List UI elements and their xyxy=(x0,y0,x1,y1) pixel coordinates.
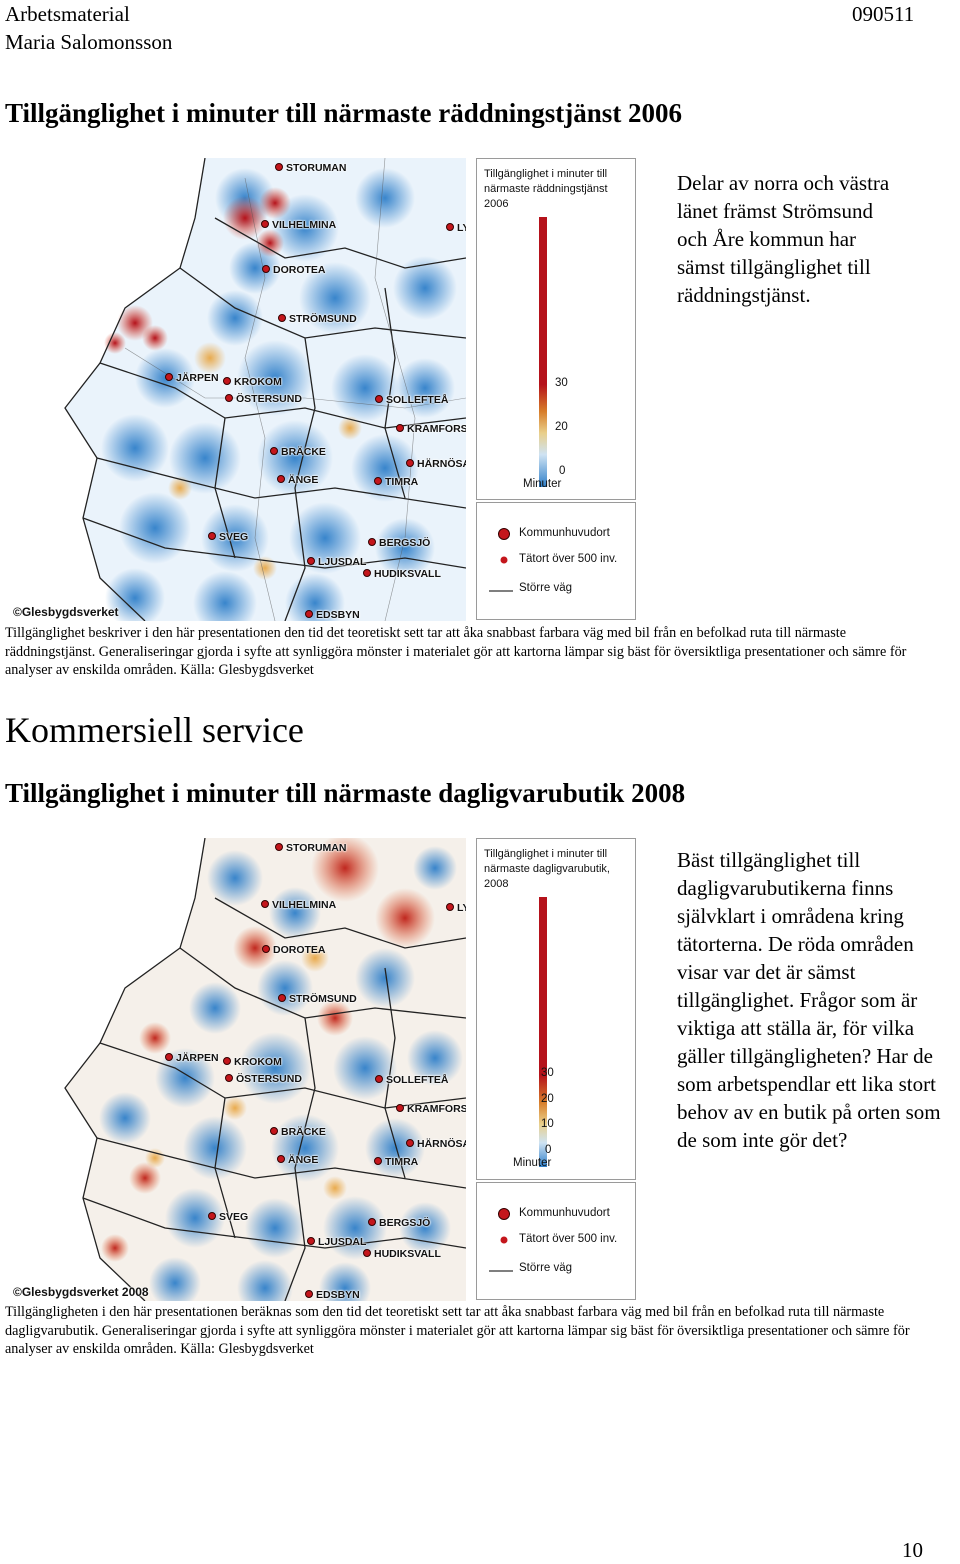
map-graphic xyxy=(5,838,466,1301)
place-jarpen: JÄRPEN xyxy=(165,372,219,384)
place-ljusdal: LJUSDAL xyxy=(307,556,366,568)
map-credit: ©Glesbygdsverket 2008 xyxy=(13,1285,149,1299)
place-bergsjo: BERGSJÖ xyxy=(368,537,430,549)
place-timra: TIMRA xyxy=(374,1156,418,1168)
tick-30: 30 xyxy=(555,377,568,389)
tick-20: 20 xyxy=(555,421,568,433)
kommunhuvudort-symbol xyxy=(498,528,510,540)
place-ly: LY xyxy=(446,222,466,234)
place-sveg: SVEG xyxy=(208,1211,248,1223)
place-edsbyn: EDSBYN xyxy=(305,609,360,621)
road-symbol xyxy=(489,590,513,592)
grocery-access-map: STORUMAN VILHELMINA LY DOROTEA STRÖMSUND… xyxy=(5,838,466,1301)
legend-tatort: Tätort över 500 inv. xyxy=(519,1233,618,1245)
scale-legend: Tillgänglighet i minuter till närmaste r… xyxy=(476,158,636,500)
place-hudiksvall: HUDIKSVALL xyxy=(363,568,441,580)
scale-legend: Tillgänglighet i minuter till närmaste d… xyxy=(476,838,636,1180)
page-number: 10 xyxy=(902,1538,923,1562)
place-ly: LY xyxy=(446,902,466,914)
place-ange: ÄNGE xyxy=(277,474,318,486)
color-scale-bar xyxy=(539,897,547,1167)
tick-10: 10 xyxy=(541,1118,554,1130)
tatort-symbol xyxy=(500,556,508,564)
tatort-symbol xyxy=(500,1236,508,1244)
place-kramfors: KRAMFORS xyxy=(396,1103,466,1115)
legend-vag: Större väg xyxy=(519,582,573,594)
header-label: Arbetsmaterial xyxy=(5,2,130,26)
place-stromsund: STRÖMSUND xyxy=(278,313,357,325)
map-graphic xyxy=(5,158,466,621)
place-stromsund: STRÖMSUND xyxy=(278,993,357,1005)
place-kramfors: KRAMFORS xyxy=(396,423,466,435)
place-jarpen: JÄRPEN xyxy=(165,1052,219,1064)
legend-title: Tillgänglighet i minuter till närmaste d… xyxy=(484,848,610,890)
section2-side-text: Bäst tillgänglighet till dagligvarubutik… xyxy=(677,848,941,1152)
place-bracke: BRÄCKE xyxy=(270,1126,326,1138)
place-sveg: SVEG xyxy=(208,531,248,543)
place-timra: TIMRA xyxy=(374,476,418,488)
legend-kommunhuvudort: Kommunhuvudort xyxy=(519,1207,610,1219)
place-bracke: BRÄCKE xyxy=(270,446,326,458)
place-harnosand: HÄRNÖSA xyxy=(406,458,466,470)
place-vilhelmina: VILHELMINA xyxy=(261,219,336,231)
section1-title: Tillgänglighet i minuter till närmaste r… xyxy=(5,98,683,128)
place-harnosand: HÄRNÖSA xyxy=(406,1138,466,1150)
legend-kommunhuvudort: Kommunhuvudort xyxy=(519,527,610,539)
legend-title: Tillgänglighet i minuter till närmaste r… xyxy=(484,168,608,210)
author-name: Maria Salomonsson xyxy=(5,30,173,54)
place-ostersund: ÖSTERSUND xyxy=(225,393,302,405)
section2-heading: Kommersiell service xyxy=(5,710,304,750)
orange-cells xyxy=(168,342,362,580)
document-date: 090511 xyxy=(852,2,915,26)
place-ange: ÄNGE xyxy=(277,1154,318,1166)
place-sollefte: SOLLEFTEÅ xyxy=(375,1074,448,1086)
section2-title: Tillgänglighet i minuter till närmaste d… xyxy=(5,778,686,808)
unit-label: Minuter xyxy=(523,478,562,490)
place-ljusdal: LJUSDAL xyxy=(307,1236,366,1248)
tick-0: 0 xyxy=(545,1144,552,1156)
unit-label: Minuter xyxy=(513,1157,552,1169)
place-krokom: KROKOM xyxy=(223,1056,282,1068)
place-sollefte: SOLLEFTEÅ xyxy=(375,394,448,406)
kommunhuvudort-symbol xyxy=(498,1208,510,1220)
place-storuman: STORUMAN xyxy=(275,162,346,174)
section1-side-text: Delar av norra och västra länet främst S… xyxy=(677,171,890,307)
place-hudiksvall: HUDIKSVALL xyxy=(363,1248,441,1260)
color-scale-bar xyxy=(539,217,547,487)
legend-tatort: Tätort över 500 inv. xyxy=(519,553,618,565)
map-credit: ©Glesbygdsverket xyxy=(13,605,119,619)
place-krokom: KROKOM xyxy=(223,376,282,388)
place-edsbyn: EDSBYN xyxy=(305,1289,360,1301)
place-dorotea: DOROTEA xyxy=(262,264,326,276)
place-vilhelmina: VILHELMINA xyxy=(261,899,336,911)
symbol-legend: Kommunhuvudort Tätort över 500 inv. Stör… xyxy=(476,1182,636,1300)
tick-0: 0 xyxy=(559,465,566,477)
section1-caption: Tillgänglighet beskriver i den här prese… xyxy=(5,625,907,678)
rescue-access-map: STORUMAN VILHELMINA LY DOROTEA STRÖMSUND… xyxy=(5,158,466,621)
place-bergsjo: BERGSJÖ xyxy=(368,1217,430,1229)
road-symbol xyxy=(489,1270,513,1272)
tick-20: 20 xyxy=(541,1093,554,1105)
place-ostersund: ÖSTERSUND xyxy=(225,1073,302,1085)
municipal-borders xyxy=(64,158,466,621)
symbol-legend: Kommunhuvudort Tätort över 500 inv. Stör… xyxy=(476,502,636,620)
place-dorotea: DOROTEA xyxy=(262,944,326,956)
section2-caption: Tillgängligheten i den här presentatione… xyxy=(5,1304,910,1357)
tick-30: 30 xyxy=(541,1067,554,1079)
place-storuman: STORUMAN xyxy=(275,842,346,854)
legend-vag: Större väg xyxy=(519,1262,573,1274)
